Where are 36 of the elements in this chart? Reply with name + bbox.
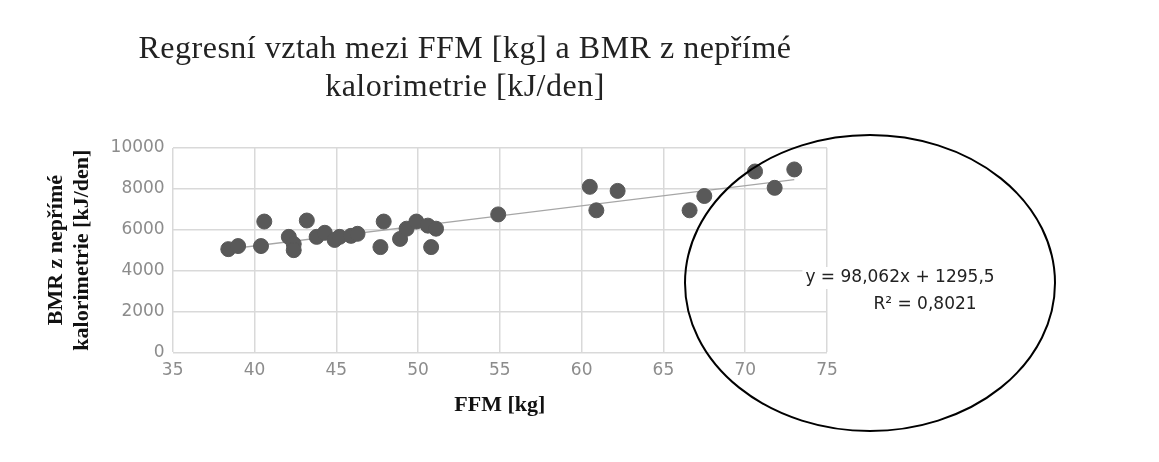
point (588, 202, 605, 219)
point (609, 182, 626, 199)
point (372, 239, 389, 256)
point (298, 212, 315, 229)
point (581, 178, 598, 195)
y-tick-label: 0 (153, 340, 165, 361)
x-tick-label: 55 (489, 358, 511, 379)
x-tick-label: 50 (407, 358, 429, 379)
x-tick-label: 70 (734, 358, 757, 379)
annotation: y = 98,062x + 1295,5 (805, 266, 995, 287)
x-tick-label: 60 (570, 358, 593, 379)
text: R² = 0,8021 (873, 293, 977, 314)
x-axis-title: FFM [kg] (454, 391, 546, 417)
x-tick-label: 45 (325, 358, 348, 379)
y-tick-label: 6000 (121, 218, 165, 239)
point (423, 239, 440, 256)
point (230, 238, 247, 255)
y-tick-label: 4000 (121, 259, 165, 279)
point (766, 179, 783, 196)
x-tick-label: 35 (161, 358, 184, 379)
point (375, 213, 392, 230)
point (253, 238, 270, 255)
y-tick-label: 10000 (110, 136, 165, 157)
point (786, 161, 803, 178)
point (681, 202, 698, 219)
point (256, 213, 273, 230)
point (428, 220, 445, 237)
y-tick-label: 2000 (121, 299, 165, 320)
chart-title: Regresní vztah mezi FFM [kg] a BMR z nepřímé kalorimetrie [kJ/den] (137, 28, 793, 104)
point (490, 206, 507, 223)
point (696, 188, 713, 205)
x-tick-label: 65 (652, 358, 675, 379)
x-tick-label: 75 (816, 358, 838, 379)
y-axis-title: BMR z nepřímé kalorimetrie [kJ/den] (42, 149, 93, 351)
y-tick-label: 8000 (121, 177, 165, 198)
x-tick-label: 40 (243, 358, 266, 379)
